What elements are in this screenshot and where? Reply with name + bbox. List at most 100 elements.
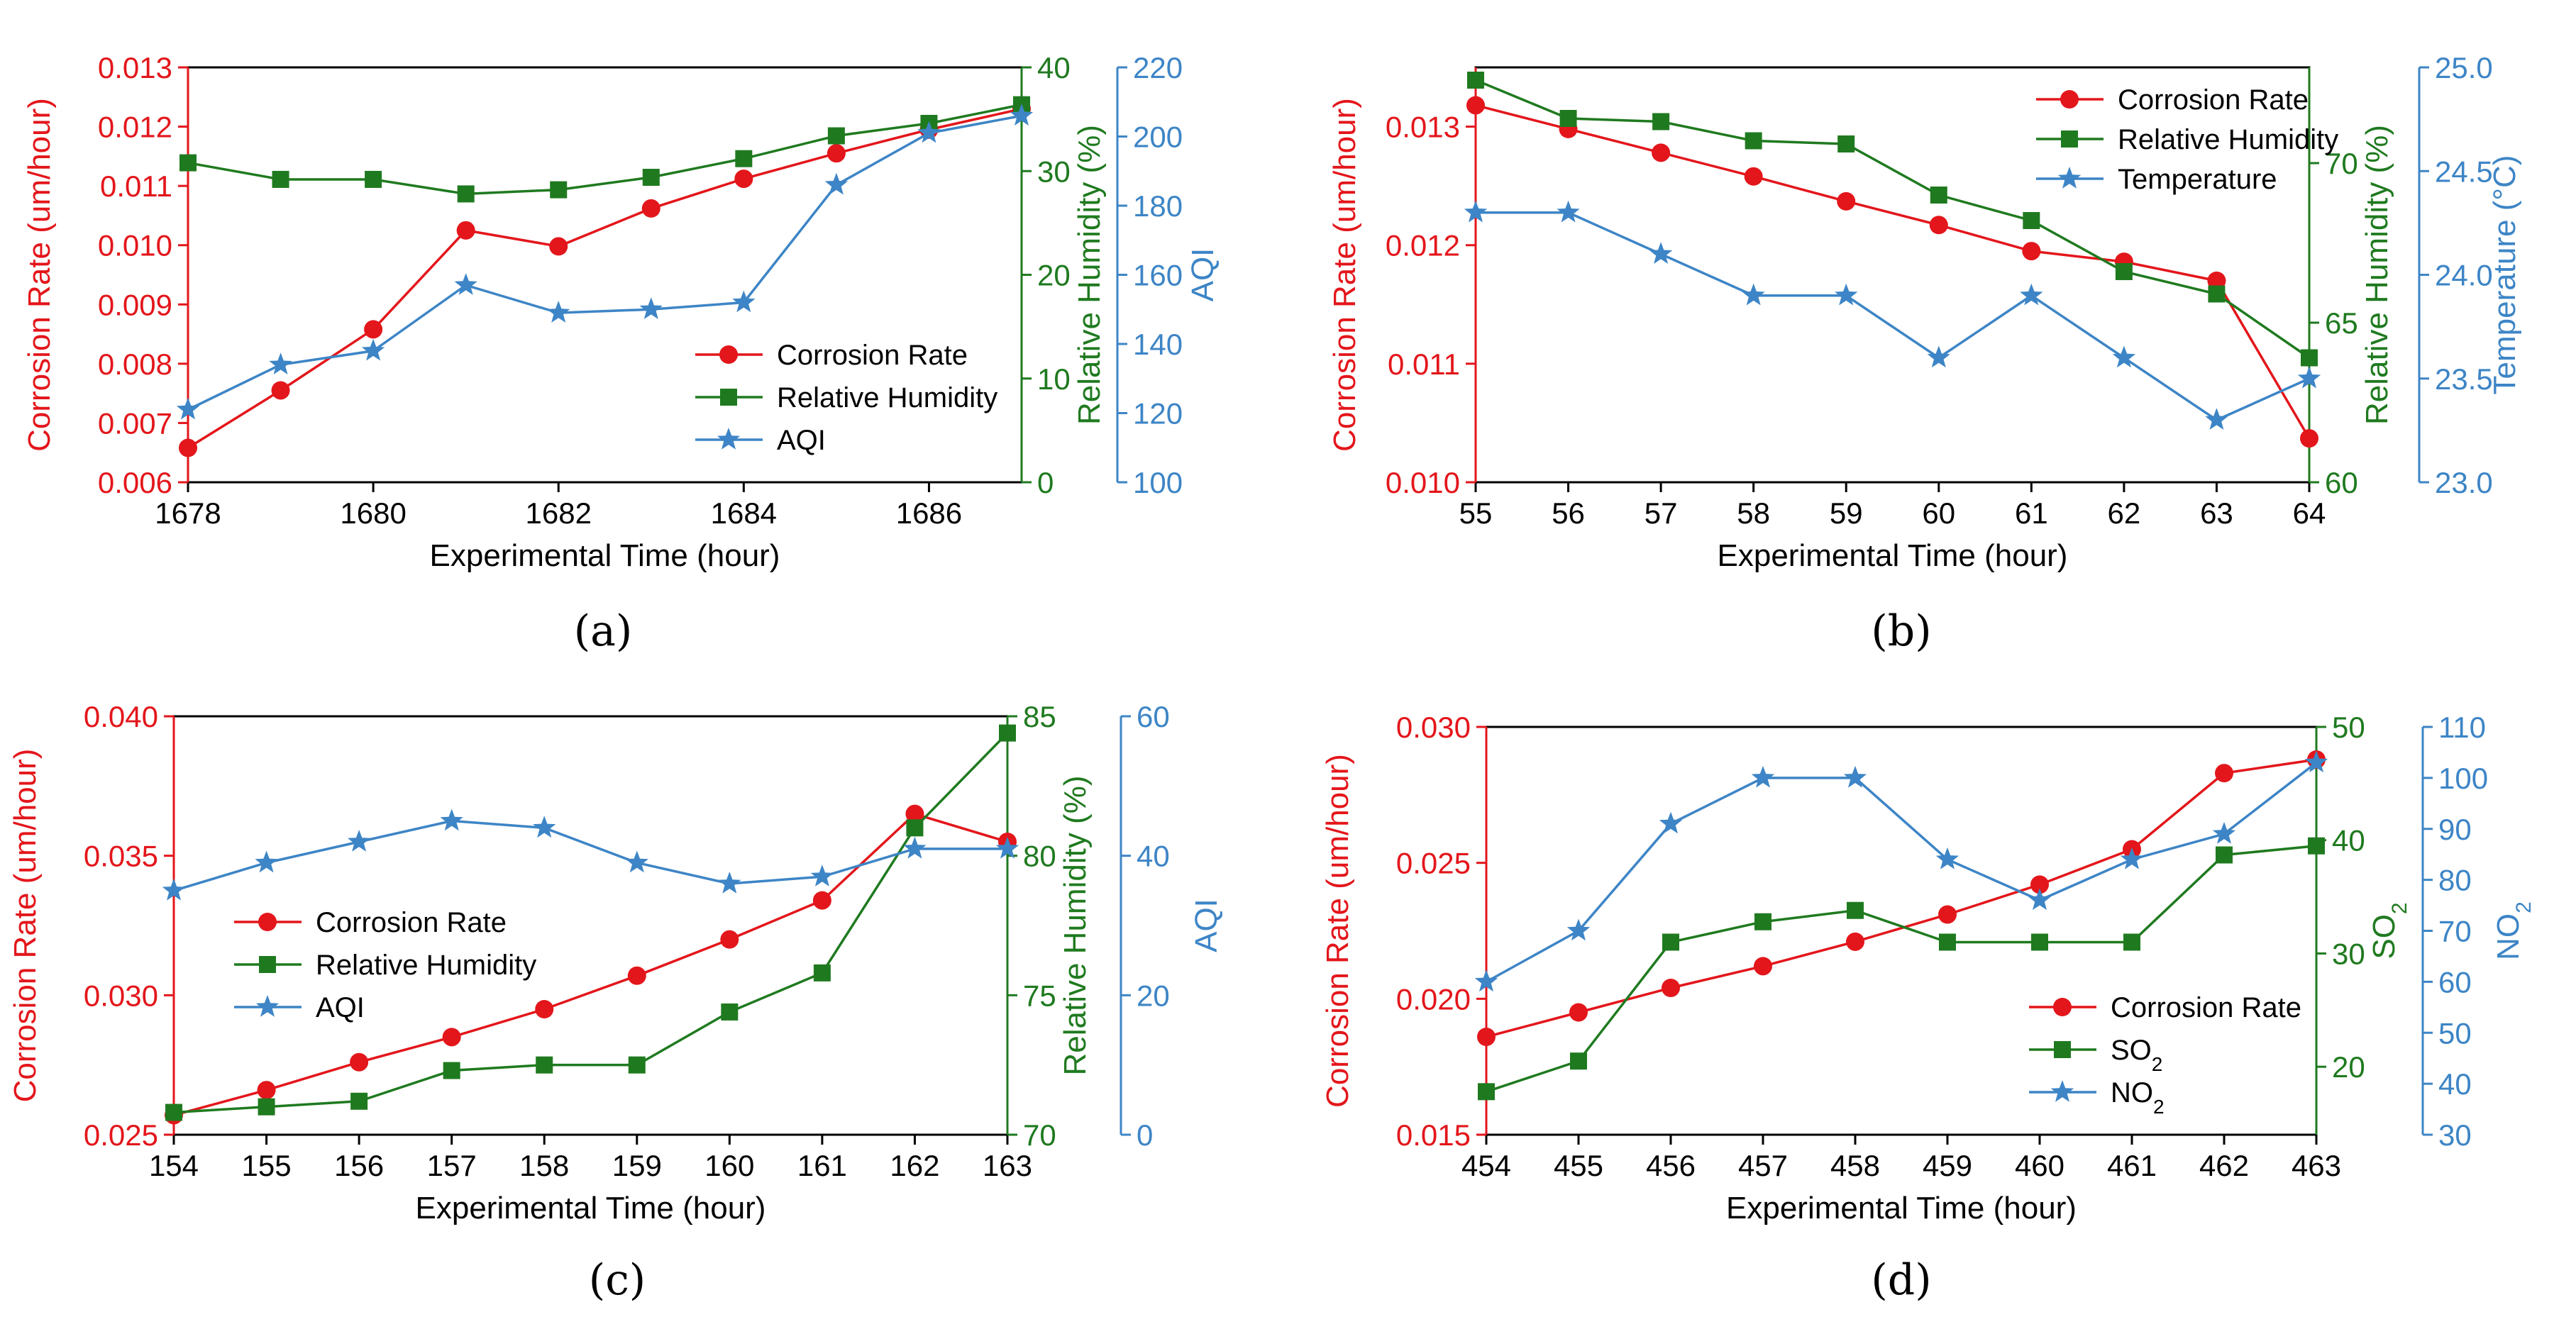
y-tick-label: 10 (1037, 362, 1071, 396)
y-axis-label: Relative Humidity (%) (1058, 776, 1093, 1076)
y-tick-label: 160 (1133, 259, 1183, 292)
y-tick-label: 60 (2438, 965, 2472, 999)
legend-marker (258, 913, 277, 931)
data-point (2115, 263, 2133, 280)
data-point (1846, 932, 1864, 951)
data-point (2020, 283, 2043, 306)
y-tick-label: 20 (1137, 979, 1170, 1012)
y-tick-label: 0.020 (1396, 982, 1471, 1016)
data-point (2205, 408, 2228, 430)
data-point (2207, 271, 2226, 290)
data-point (2304, 750, 2328, 773)
y-tick-label: 0.006 (98, 466, 172, 499)
data-point (906, 819, 924, 837)
legend-marker (2060, 90, 2079, 109)
data-point (1751, 765, 1775, 788)
y-tick-label: 23.5 (2435, 362, 2493, 396)
data-point (365, 170, 382, 188)
y-axis-label: SO2 (2367, 902, 2411, 959)
data-point (1745, 132, 1762, 150)
x-tick-label: 58 (1737, 496, 1770, 530)
y-axis-right2: 30 40 50 60 70 80 90 100 110 NO2 (2421, 711, 2536, 1152)
y-axis-label: Corrosion Rate (um/hour) (22, 98, 57, 452)
data-point (443, 1062, 460, 1079)
y-axis-right1: 20 30 40 50 SO2 (2315, 711, 2411, 1135)
y-tick-label: 100 (2438, 762, 2488, 795)
y-tick-label: 25.0 (2435, 51, 2493, 84)
x-axis-label: Experimental Time (hour) (416, 1191, 766, 1225)
data-point (1467, 72, 1484, 89)
data-point (1010, 104, 1034, 126)
data-point (2308, 837, 2325, 855)
series-line (1476, 211, 2310, 422)
data-point (2030, 875, 2049, 894)
subscript: 2 (2388, 902, 2411, 914)
x-tick-label: 461 (2107, 1149, 2157, 1182)
y-tick-label: 0.035 (84, 840, 158, 873)
y-tick-label: 0.010 (1386, 466, 1460, 499)
y-tick-label: 100 (1133, 466, 1183, 499)
y-axis-label: NO2 (2491, 901, 2536, 960)
data-point (1935, 847, 1959, 869)
data-point (641, 199, 660, 218)
data-point (720, 930, 739, 949)
legend-marker (2057, 167, 2082, 189)
data-point (903, 836, 927, 859)
data-point (1559, 110, 1577, 127)
data-point (1464, 200, 1488, 223)
y-axis-label: Temperature (°C) (2487, 155, 2522, 395)
y-tick-label: 20 (1037, 259, 1071, 292)
y-axis-left: 0.010 0.011 0.012 0.013 Corrosion Rate (um/h… (1327, 67, 1477, 499)
legend-label: Corrosion Rate (2111, 992, 2301, 1023)
data-point (1938, 905, 1957, 924)
x-tick-label: 454 (1461, 1149, 1511, 1182)
panel-caption: (d) (1871, 1255, 1931, 1305)
y-tick-label: 40 (1037, 51, 1071, 84)
x-tick-label: 462 (2199, 1149, 2249, 1182)
data-point (162, 878, 186, 901)
legend: Corrosion Rate Relative Humidity AQI (695, 340, 997, 456)
y-tick-label: 0.030 (1396, 711, 1471, 744)
data-point (165, 1104, 182, 1121)
legend-marker (259, 956, 276, 973)
panel-a: 1678 1680 1682 1684 1686 Experimental Time (h… (22, 51, 1220, 656)
data-point (1662, 979, 1680, 997)
series-line (1486, 761, 2318, 983)
data-point (718, 872, 741, 894)
series-line (173, 819, 1007, 892)
x-tick-label: 457 (1738, 1149, 1788, 1182)
data-point (1570, 1052, 1587, 1070)
y-axis-right2: 0 20 40 60 AQI (1120, 700, 1224, 1152)
y-tick-label: 80 (1023, 840, 1056, 873)
legend-marker (2054, 1041, 2071, 1058)
data-point (734, 169, 753, 189)
y-tick-label: 120 (1133, 397, 1183, 430)
y-tick-label: 40 (2438, 1067, 2472, 1101)
y-tick-label: 50 (2438, 1016, 2472, 1050)
y-tick-label: 0.012 (1386, 229, 1460, 262)
data-point (810, 865, 834, 886)
x-axis-label: Experimental Time (hour) (430, 538, 780, 573)
data-point (999, 724, 1016, 742)
series-relative-humidity (179, 96, 1030, 203)
data-point (1649, 242, 1673, 264)
data-point (1474, 969, 1498, 992)
series-line (187, 107, 1022, 450)
data-point (533, 816, 556, 838)
data-point (2208, 285, 2226, 303)
panel-caption: (a) (574, 606, 633, 656)
y-tick-label: 0.010 (98, 229, 172, 262)
x-tick-label: 459 (1923, 1149, 1972, 1182)
y-tick-label: 30 (2332, 937, 2365, 970)
legend-label: NO2 (2111, 1077, 2165, 1118)
y-axis-right1: 0 10 20 30 40 Relative Humidity (%) (1020, 51, 1107, 499)
y-axis-right2: 23.0 23.5 24.0 24.5 25.0 Temperature (°C) (2418, 51, 2522, 499)
series-no2 (1474, 750, 2328, 992)
x-tick-label: 158 (519, 1149, 569, 1182)
y-tick-label: 50 (2332, 711, 2365, 744)
data-point (1835, 283, 1858, 306)
data-point (827, 144, 846, 163)
panel-b: 55 56 57 58 59 60 61 62 63 64 Experimental Time (h… (1327, 51, 2522, 656)
y-tick-label: 70 (2325, 147, 2358, 180)
panel-caption: (c) (589, 1255, 646, 1305)
